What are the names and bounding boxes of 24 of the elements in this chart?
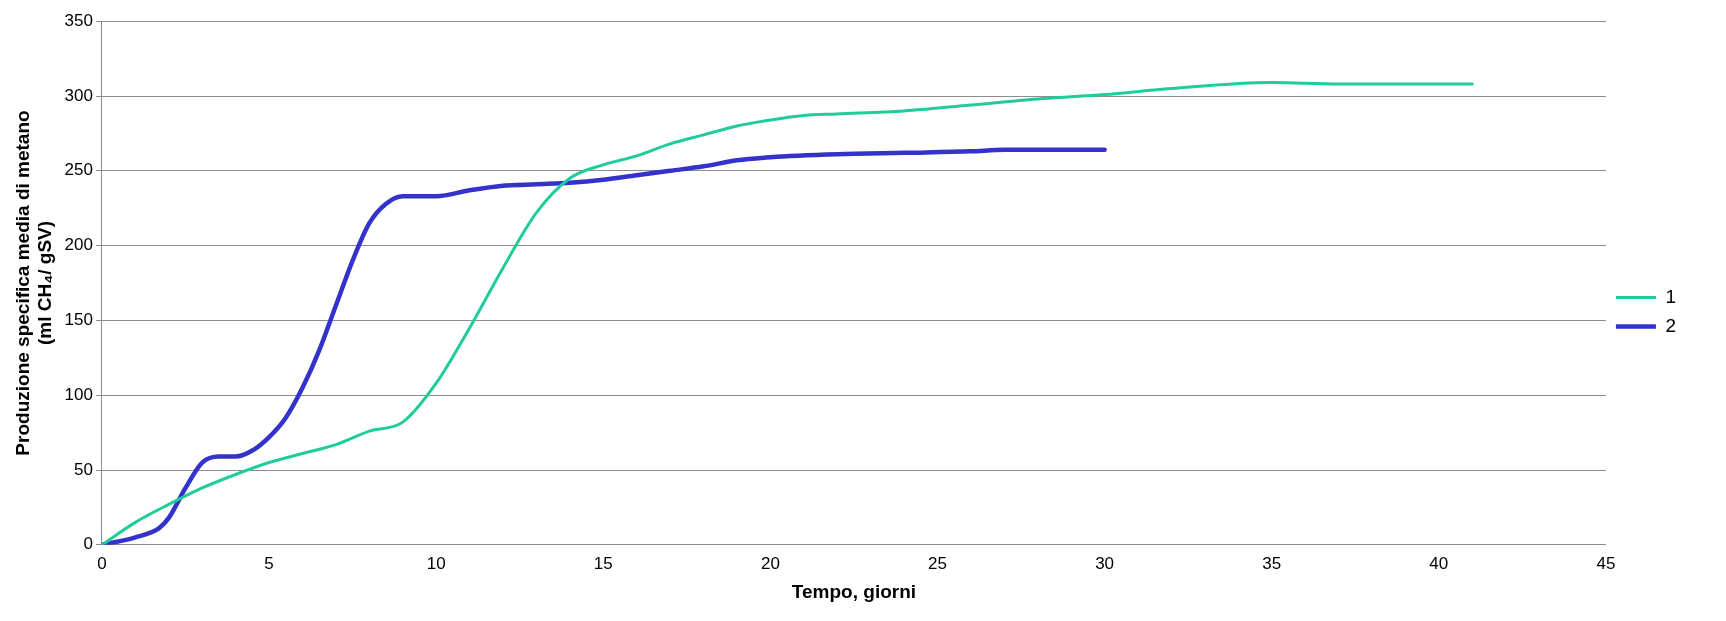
x-tick-label: 5 (264, 553, 274, 573)
x-tick-label: 30 (1095, 553, 1115, 573)
y-axis-title: Produzione specifica media di metano (ml CH₄/ gSV) (11, 110, 56, 456)
legend-label: 2 (1665, 314, 1677, 336)
x-tick-label: 15 (593, 553, 613, 573)
x-tick-label: 25 (928, 553, 947, 573)
x-tick-label: 10 (426, 553, 446, 573)
line-series (101, 147, 1107, 545)
x-tick-label: 40 (1429, 553, 1449, 573)
y-tick-label: 250 (64, 160, 93, 180)
y-tick-label: 50 (74, 459, 93, 479)
y-tick-label: 100 (64, 384, 93, 404)
y-tick-label: 150 (64, 310, 93, 330)
y-tick-label: 0 (83, 534, 93, 554)
legend-label: 1 (1665, 285, 1677, 307)
y-tick-label: 350 (64, 10, 93, 30)
y-tick-label: 300 (64, 85, 93, 105)
x-tick-label: 20 (760, 553, 780, 573)
x-axis-title: Tempo, giorni (791, 580, 917, 602)
x-tick-label: 35 (1262, 553, 1282, 573)
x-tick-label: 0 (97, 553, 107, 573)
line-series (101, 81, 1474, 545)
x-tick-label: 45 (1596, 553, 1616, 573)
y-tick-label: 200 (64, 235, 93, 255)
